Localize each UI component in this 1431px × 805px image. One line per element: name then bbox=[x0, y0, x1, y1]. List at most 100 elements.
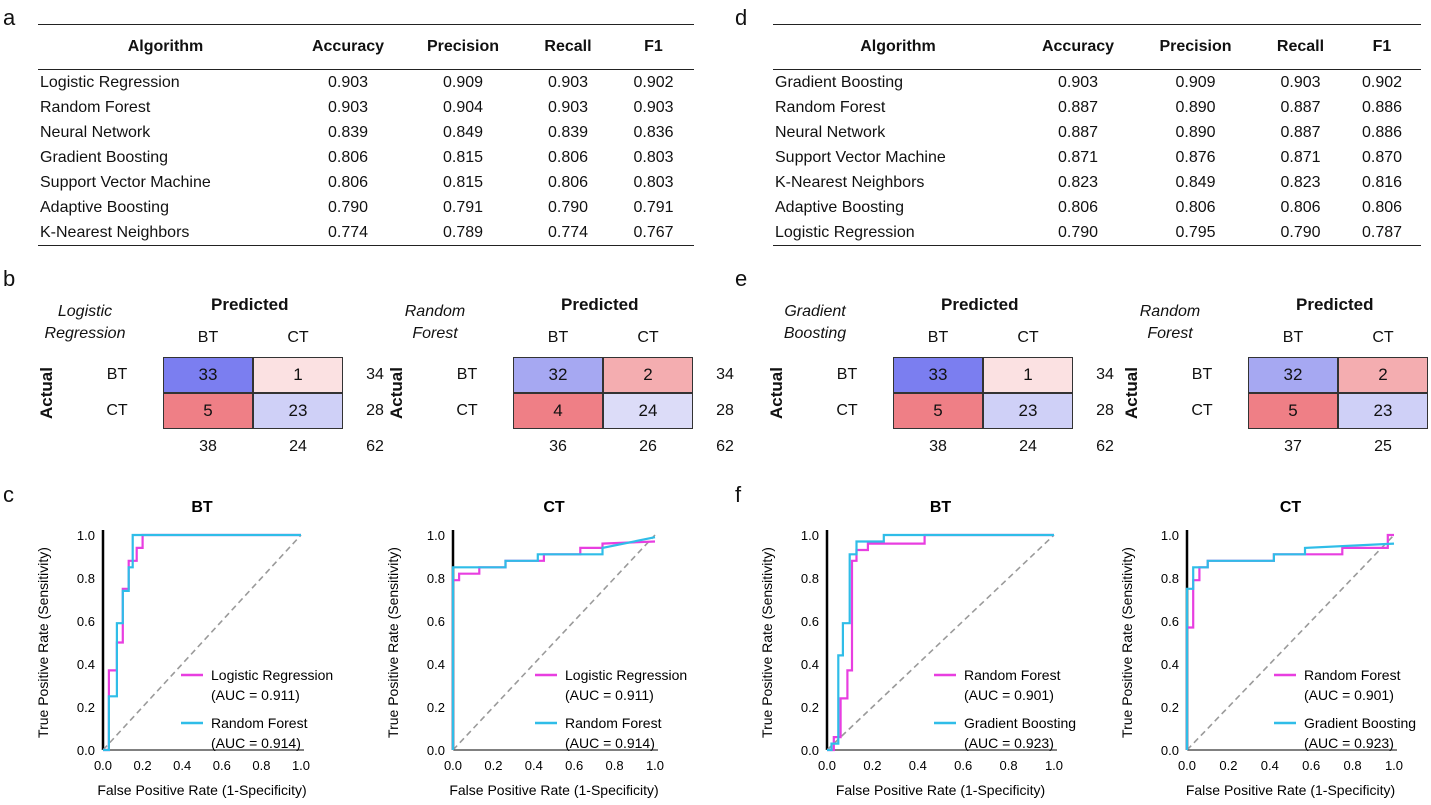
y-tick-label: 0.4 bbox=[427, 657, 445, 672]
grand-total: 62 bbox=[1096, 438, 1114, 455]
model-name-line: Regression bbox=[44, 325, 126, 342]
y-tick-label: 1.0 bbox=[801, 528, 819, 543]
metric-value: 0.849 bbox=[1175, 173, 1216, 191]
roc-chart: BT0.00.20.40.60.81.00.0 0.2 0.4 0.6 0.8 1.0Fa… bbox=[759, 499, 1076, 798]
legend-auc: (AUC = 0.923) bbox=[1304, 735, 1394, 751]
column-total: 38 bbox=[199, 438, 217, 455]
table-row: Random Forest 0.887 0.890 0.887 0.886 bbox=[773, 95, 1421, 120]
class-label: BT bbox=[456, 366, 478, 383]
metric-value: 0.887 bbox=[1057, 123, 1099, 141]
metric-value: 0.816 bbox=[1361, 173, 1403, 191]
class-label: BT bbox=[836, 366, 858, 383]
metric-value: 0.839 bbox=[547, 123, 589, 141]
metric-value: 0.887 bbox=[1280, 98, 1321, 116]
class-label: BT bbox=[106, 366, 128, 383]
table-header-f1: F1 bbox=[644, 38, 663, 55]
class-label: CT bbox=[106, 402, 128, 419]
algorithm-name: Adaptive Boosting bbox=[775, 198, 904, 216]
column-total: 25 bbox=[1374, 438, 1392, 455]
metric-value: 0.774 bbox=[293, 220, 403, 246]
table-row: Logistic Regression 0.903 0.909 0.903 0.902 bbox=[38, 69, 694, 95]
metric-value: 0.806 bbox=[1361, 198, 1403, 216]
panel-label-e: e bbox=[735, 266, 748, 291]
metric-value: 0.806 bbox=[1175, 198, 1216, 216]
confusion-matrix: Gradient Boosting Predicted BT CT Actual BT CT 3… bbox=[755, 293, 1114, 463]
algorithm-name: Gradient Boosting bbox=[40, 148, 169, 166]
metric-value: 0.787 bbox=[1343, 220, 1421, 246]
model-name-line: Boosting bbox=[783, 325, 847, 342]
x-tick-label: 0.2 bbox=[1219, 758, 1237, 773]
x-tick-label: 1.0 bbox=[1045, 758, 1063, 773]
predicted-label: Predicted bbox=[561, 295, 639, 314]
row-total: 28 bbox=[1096, 402, 1114, 419]
metric-value: 0.823 bbox=[1280, 173, 1321, 191]
algorithm-name: Support Vector Machine bbox=[40, 173, 211, 191]
class-label: BT bbox=[927, 329, 949, 346]
legend-label: Gradient Boosting bbox=[964, 715, 1076, 731]
algorithm-name: Random Forest bbox=[775, 98, 886, 116]
legend-label: Random Forest bbox=[565, 715, 662, 731]
y-tick-label: 0.2 bbox=[1161, 700, 1179, 715]
matrix-cell: 32 bbox=[1248, 357, 1338, 393]
x-tick-label: 1.0 bbox=[292, 758, 310, 773]
column-total: 37 bbox=[1284, 438, 1302, 455]
model-name: Gradient Boosting bbox=[755, 301, 875, 345]
class-label: CT bbox=[637, 329, 659, 346]
grand-total: 62 bbox=[366, 438, 384, 455]
row-total: 28 bbox=[366, 402, 384, 419]
table-header-precision: Precision bbox=[426, 38, 500, 55]
metric-value: 0.909 bbox=[403, 69, 523, 95]
model-name-line: Forest bbox=[1147, 325, 1193, 342]
algorithm-name: Support Vector Machine bbox=[775, 148, 946, 166]
legend-auc: (AUC = 0.911) bbox=[565, 687, 654, 703]
algorithm-name: Adaptive Boosting bbox=[40, 198, 169, 216]
metric-value: 0.803 bbox=[633, 148, 674, 166]
metric-value: 0.815 bbox=[442, 173, 484, 191]
matrix-cell: 23 bbox=[253, 393, 343, 429]
matrix-cell: 2 bbox=[1338, 357, 1428, 393]
metric-value: 0.886 bbox=[1361, 98, 1403, 116]
x-tick-label: 0.8 bbox=[1344, 758, 1362, 773]
metric-value: 0.803 bbox=[633, 173, 674, 191]
metric-value: 0.887 bbox=[1280, 123, 1321, 141]
metrics-table-left: Algorithm Accuracy Precision Recall F1 Logist… bbox=[38, 24, 694, 246]
class-label: BT bbox=[1191, 366, 1213, 383]
metric-value: 0.791 bbox=[633, 198, 674, 216]
chart-title: BT bbox=[930, 499, 952, 516]
y-tick-label: 0.0 bbox=[427, 743, 445, 758]
class-label: CT bbox=[1017, 329, 1039, 346]
table-row: Adaptive Boosting 0.790 0.791 0.790 0.791 bbox=[38, 195, 694, 220]
class-label: CT bbox=[287, 329, 309, 346]
metrics-table-right: Algorithm Accuracy Precision Recall F1 Gradie… bbox=[773, 24, 1421, 246]
x-tick-label: 0.6 bbox=[565, 758, 583, 773]
legend-auc: (AUC = 0.914) bbox=[565, 735, 655, 751]
metric-value: 0.806 bbox=[327, 148, 369, 166]
metric-value: 0.871 bbox=[1280, 148, 1321, 166]
legend-label: Gradient Boosting bbox=[1304, 715, 1416, 731]
table-header-algorithm: Algorithm bbox=[127, 38, 204, 55]
row-total: 28 bbox=[716, 402, 734, 419]
metric-value: 0.790 bbox=[1258, 220, 1343, 246]
model-name: Random Forest bbox=[375, 301, 495, 345]
metric-value: 0.795 bbox=[1133, 220, 1258, 246]
class-label: CT bbox=[1372, 329, 1394, 346]
panel-label-b: b bbox=[3, 266, 16, 291]
x-tick-label: 0.2 bbox=[863, 758, 881, 773]
matrix-cell: 23 bbox=[983, 393, 1073, 429]
actual-label: Actual bbox=[1121, 367, 1141, 419]
x-axis-label: False Positive Rate (1-Specificity) bbox=[1186, 782, 1395, 798]
model-name-line: Random bbox=[1139, 303, 1201, 320]
table-row: K-Nearest Neighbors 0.823 0.849 0.823 0.816 bbox=[773, 170, 1421, 195]
metric-value: 0.903 bbox=[293, 69, 403, 95]
legend-auc: (AUC = 0.901) bbox=[1304, 687, 1394, 703]
x-tick-label: 0.0 bbox=[818, 758, 836, 773]
legend-auc: (AUC = 0.901) bbox=[964, 687, 1054, 703]
legend-auc: (AUC = 0.914) bbox=[211, 735, 301, 751]
column-total: 36 bbox=[549, 438, 567, 455]
model-name-line: Logistic bbox=[57, 303, 113, 320]
matrix-cell: 5 bbox=[163, 393, 253, 429]
metric-value: 0.839 bbox=[327, 123, 369, 141]
y-tick-label: 1.0 bbox=[1161, 528, 1179, 543]
table-row: Adaptive Boosting 0.806 0.806 0.806 0.806 bbox=[773, 195, 1421, 220]
panel-label-f: f bbox=[735, 482, 742, 507]
